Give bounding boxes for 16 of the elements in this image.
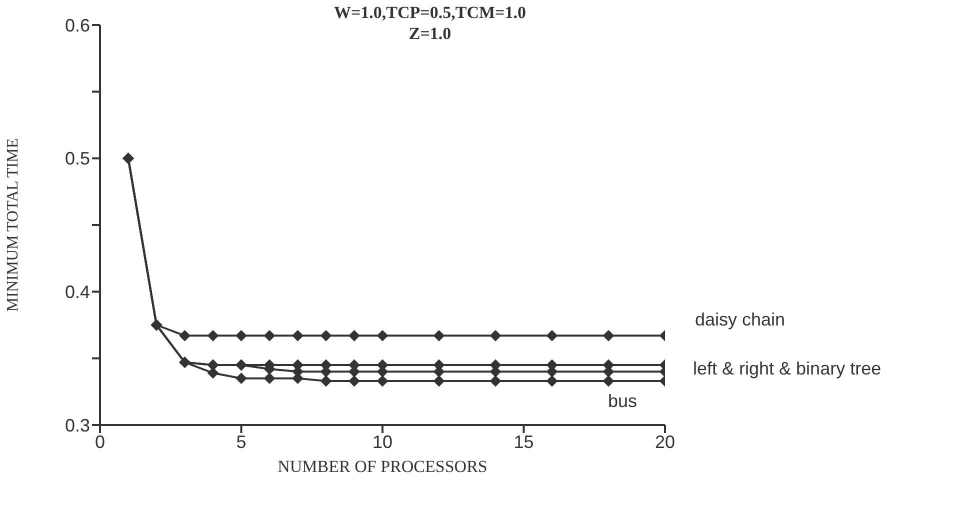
y-tick-label: 0.3 (64, 415, 90, 436)
y-tick-label: 0.4 (64, 282, 90, 302)
y-tick-label: 0.5 (64, 148, 90, 169)
annotation: left & right & binary tree (693, 358, 882, 379)
series-label: bus (608, 391, 637, 411)
x-tick-label: 0 (94, 432, 106, 452)
chart-subtitle: Z=1.0 (408, 23, 452, 44)
x-tick-label: 15 (514, 432, 534, 452)
x-tick-label: 5 (236, 432, 246, 452)
x-tick-label: 20 (654, 432, 676, 452)
y-tick-label: 0.6 (64, 15, 90, 36)
x-tick-label: 10 (372, 432, 393, 452)
series-label: daisy chain (695, 310, 786, 330)
x-axis-title: NUMBER OF PROCESSORS (278, 457, 488, 476)
y-axis-title: MINIMUM TOTAL TIME (4, 138, 22, 312)
chart-title: W=1.0,TCP=0.5,TCM=1.0 (333, 2, 527, 23)
